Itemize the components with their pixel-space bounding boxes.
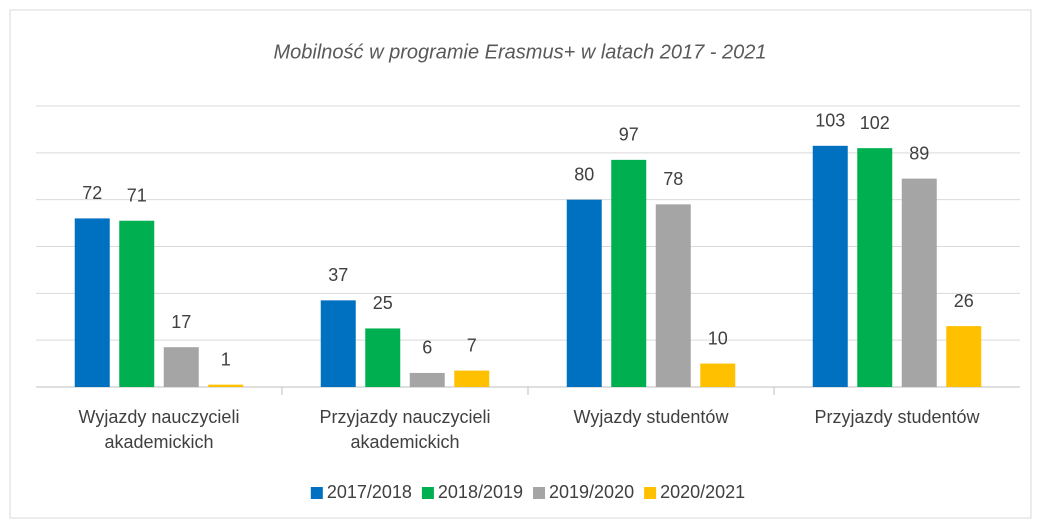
chart-title: Mobilność w programie Erasmus+ w latach … bbox=[273, 41, 766, 63]
bar bbox=[700, 363, 736, 387]
bar bbox=[901, 178, 937, 387]
data-label: 25 bbox=[373, 293, 393, 313]
data-label: 102 bbox=[860, 113, 890, 133]
data-label: 37 bbox=[328, 265, 348, 285]
bar bbox=[946, 326, 982, 387]
legend-label: 2017/2018 bbox=[327, 482, 412, 502]
data-label: 72 bbox=[82, 183, 102, 203]
bar bbox=[611, 159, 647, 387]
bar bbox=[454, 370, 490, 387]
bar bbox=[409, 372, 445, 387]
x-tick-label: Wyjazdy studentów bbox=[573, 407, 729, 427]
bar bbox=[365, 328, 401, 387]
data-label: 10 bbox=[708, 328, 728, 348]
data-label: 1 bbox=[221, 349, 231, 369]
x-tick-label: Wyjazdy nauczycieli akademickich bbox=[78, 407, 240, 452]
legend-swatch bbox=[310, 487, 323, 499]
bar bbox=[119, 220, 155, 387]
data-label: 103 bbox=[815, 111, 845, 131]
data-label: 80 bbox=[574, 164, 594, 184]
data-label: 78 bbox=[663, 169, 683, 189]
bar bbox=[857, 148, 893, 387]
data-label: 26 bbox=[954, 291, 974, 311]
legend-swatch bbox=[644, 487, 657, 499]
bar bbox=[812, 145, 848, 387]
bar bbox=[74, 218, 110, 387]
data-label: 17 bbox=[171, 312, 191, 332]
legend-label: 2020/2021 bbox=[660, 482, 745, 502]
bar bbox=[655, 204, 691, 387]
data-label: 97 bbox=[619, 125, 639, 145]
x-tick-label: Przyjazdy nauczycieli akademickich bbox=[319, 407, 491, 452]
legend-label: 2019/2020 bbox=[549, 482, 634, 502]
bar bbox=[208, 384, 244, 387]
legend-swatch bbox=[421, 487, 434, 499]
bar bbox=[163, 347, 199, 387]
bar bbox=[320, 300, 356, 387]
bar bbox=[566, 199, 602, 387]
data-label: 7 bbox=[467, 335, 477, 355]
data-label: 71 bbox=[127, 185, 147, 205]
data-label: 6 bbox=[422, 338, 432, 358]
x-tick-label: Przyjazdy studentów bbox=[814, 407, 980, 427]
legend-swatch bbox=[533, 487, 545, 499]
legend-label: 2018/2019 bbox=[438, 482, 523, 502]
data-label: 89 bbox=[909, 143, 929, 163]
